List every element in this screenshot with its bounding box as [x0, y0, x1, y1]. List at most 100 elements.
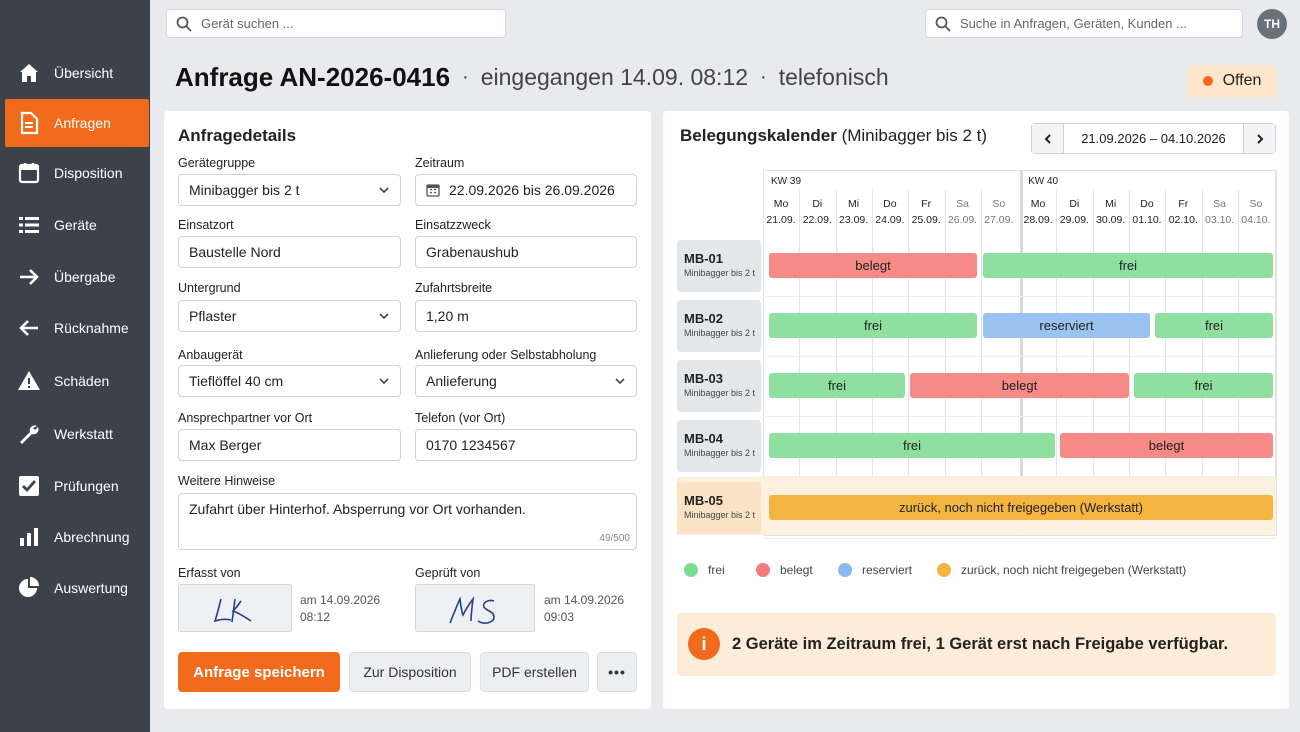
hinweise-textarea[interactable]: Zufahrt über Hinterhof. Absperrung vor O… — [178, 493, 637, 550]
day-header: Fr 25.09. — [908, 196, 944, 228]
grid-line — [1020, 170, 1024, 536]
erfasst-time: 08:12 — [300, 610, 331, 624]
calendar-icon — [18, 163, 40, 184]
calendar-subtitle: (Minibagger bis 2 t) — [841, 126, 988, 145]
availability-info-box: i 2 Geräte im Zeitraum frei, 1 Gerät ers… — [677, 613, 1276, 676]
day-name: So — [1249, 198, 1263, 210]
ansprechpartner-field[interactable]: Max Berger — [178, 429, 401, 461]
sidebar-item-anfragen[interactable]: Anfragen — [5, 99, 149, 147]
einsatzort-field[interactable]: Baustelle Nord — [178, 236, 401, 268]
legend-item: frei — [684, 563, 725, 577]
legend-swatch — [684, 563, 698, 577]
field-label: Erfasst von — [178, 566, 241, 580]
char-counter: 49/500 — [599, 533, 630, 544]
chevron-left-icon — [1044, 133, 1051, 144]
date-range-label: 21.09.2026 – 04.10.2026 — [1081, 131, 1226, 146]
received-info: eingegangen 14.09. 08:12 — [480, 64, 749, 90]
save-request-button[interactable]: Anfrage speichern — [178, 652, 340, 692]
device-type: Minibagger bis 2 t — [684, 510, 756, 520]
field-label: Weitere Hinweise — [178, 474, 276, 488]
row-separator — [763, 416, 1276, 417]
device-row-label[interactable]: MB-04 Minibagger bis 2 t — [677, 420, 761, 472]
sidebar-item-label: Anfragen — [54, 115, 111, 131]
legend-swatch — [838, 563, 852, 577]
date-range-navigator: 21.09.2026 – 04.10.2026 — [1031, 123, 1276, 154]
sidebar-item-geraete[interactable]: Geräte — [5, 201, 149, 249]
sidebar-item-disposition[interactable]: Disposition — [5, 149, 149, 197]
booking-bar-frei[interactable]: frei — [769, 433, 1055, 458]
day-header: Sa 03.10. — [1202, 196, 1238, 228]
field-label: Anbaugerät — [178, 348, 243, 362]
home-icon — [20, 64, 38, 82]
global-search-placeholder: Suche in Anfragen, Geräten, Kunden ... — [960, 16, 1187, 31]
booking-bar-werkstatt[interactable]: zurück, noch nicht freigegeben (Werkstat… — [769, 495, 1273, 520]
list-icon — [19, 217, 39, 233]
field-label: Gerätegruppe — [178, 156, 256, 170]
grid-line — [944, 190, 946, 536]
booking-bar-frei[interactable]: frei — [1134, 373, 1273, 398]
to-disposition-button[interactable]: Zur Disposition — [349, 652, 471, 692]
sidebar-item-auswertung[interactable]: Auswertung — [5, 564, 149, 612]
grid-line — [1056, 190, 1058, 536]
booking-bar-frei[interactable]: frei — [983, 253, 1273, 278]
sidebar-item-label: Übergabe — [54, 269, 116, 285]
avatar[interactable]: TH — [1257, 9, 1287, 39]
prev-range-button[interactable] — [1032, 124, 1064, 153]
calendar-icon — [426, 184, 440, 197]
document-icon — [20, 111, 39, 135]
chevron-down-icon — [379, 187, 389, 194]
day-name: Mi — [1105, 198, 1117, 210]
anlieferung-select[interactable]: Anlieferung — [415, 365, 637, 397]
booking-bar-belegt[interactable]: belegt — [769, 253, 977, 278]
erfasst-date: am 14.09.2026 — [300, 593, 381, 607]
info-icon: i — [688, 628, 720, 660]
field-label: Telefon (vor Ort) — [415, 411, 506, 425]
status-badge: Offen — [1187, 65, 1277, 97]
booking-bar-belegt[interactable]: belegt — [910, 373, 1129, 398]
zufahrtsbreite-field[interactable]: 1,20 m — [415, 300, 637, 332]
sidebar-item-ruecknahme[interactable]: Rücknahme — [5, 304, 149, 352]
geraetegruppe-select[interactable]: Minibagger bis 2 t — [178, 174, 401, 206]
einsatzzweck-field[interactable]: Grabenaushub — [415, 236, 637, 268]
booking-bar-frei[interactable]: frei — [769, 313, 977, 338]
anbaugeraet-select[interactable]: Tieflöffel 40 cm — [178, 365, 401, 397]
device-row-label[interactable]: MB-05 Minibagger bis 2 t — [677, 482, 761, 534]
booking-bar-frei[interactable]: frei — [1155, 313, 1273, 338]
grid-line — [1092, 190, 1094, 536]
wrench-icon — [20, 425, 39, 444]
day-name: Di — [812, 198, 823, 210]
telefon-field[interactable]: 0170 1234567 — [415, 429, 637, 461]
grid-line — [763, 170, 764, 536]
sidebar-item-uebergabe[interactable]: Übergabe — [5, 253, 149, 301]
request-id: Anfrage AN-2026-0416 — [175, 62, 451, 92]
legend-item: belegt — [756, 563, 813, 577]
day-name: Fr — [1178, 198, 1189, 210]
create-pdf-button[interactable]: PDF erstellen — [480, 652, 589, 692]
row-separator — [763, 476, 1276, 477]
next-range-button[interactable] — [1243, 124, 1275, 153]
zeitraum-field[interactable]: 22.09.2026 bis 26.09.2026 — [415, 174, 637, 206]
title-separator: · — [462, 66, 469, 88]
device-row-label[interactable]: MB-01 Minibagger bis 2 t — [677, 240, 761, 292]
day-date: 29.09. — [1059, 214, 1089, 226]
sidebar-item-uebersicht[interactable]: Übersicht — [5, 49, 149, 97]
sidebar-item-label: Disposition — [54, 165, 123, 181]
booking-bar-reserviert[interactable]: reserviert — [983, 313, 1150, 338]
day-date: 22.09. — [802, 214, 832, 226]
more-options-button[interactable]: ••• — [597, 652, 637, 692]
untergrund-select[interactable]: Pflaster — [178, 300, 401, 332]
sidebar-item-werkstatt[interactable]: Werkstatt — [5, 410, 149, 458]
sidebar-item-schaeden[interactable]: Schäden — [5, 357, 149, 405]
device-row-label[interactable]: MB-02 Minibagger bis 2 t — [677, 300, 761, 352]
device-row-label[interactable]: MB-03 Minibagger bis 2 t — [677, 360, 761, 412]
arrow-right-icon — [20, 269, 39, 285]
booking-bar-belegt[interactable]: belegt — [1060, 433, 1273, 458]
sidebar-item-pruefungen[interactable]: Prüfungen — [5, 462, 149, 510]
chevron-down-icon — [379, 313, 389, 320]
day-header: So 04.10. — [1238, 196, 1274, 228]
device-search-input[interactable]: Gerät suchen ... — [166, 9, 506, 38]
booking-bar-frei[interactable]: frei — [769, 373, 905, 398]
sidebar-item-abrechnung[interactable]: Abrechnung — [5, 513, 149, 561]
field-value: Grabenaushub — [426, 244, 519, 260]
global-search-input[interactable]: Suche in Anfragen, Geräten, Kunden ... — [925, 9, 1243, 38]
